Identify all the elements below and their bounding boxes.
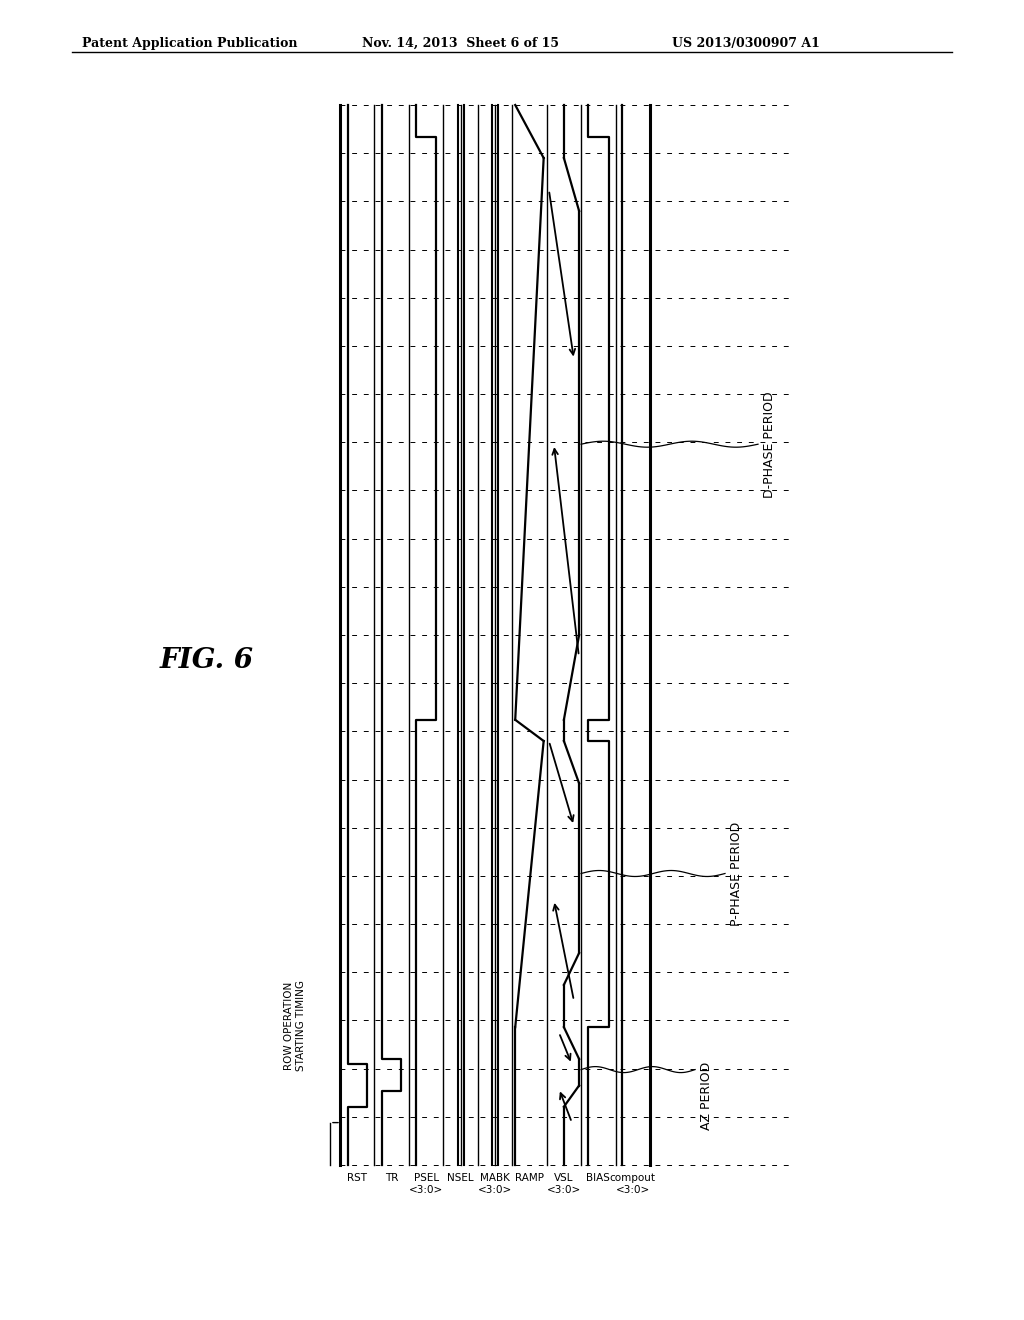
Text: P-PHASE PERIOD: P-PHASE PERIOD: [730, 821, 743, 925]
Text: ROW OPERATION
STARTING TIMING: ROW OPERATION STARTING TIMING: [285, 979, 306, 1071]
Text: compout
<3:0>: compout <3:0>: [609, 1173, 655, 1195]
Text: BIAS: BIAS: [587, 1173, 610, 1183]
Text: US 2013/0300907 A1: US 2013/0300907 A1: [672, 37, 820, 50]
Text: D-PHASE PERIOD: D-PHASE PERIOD: [763, 391, 776, 498]
Text: Patent Application Publication: Patent Application Publication: [82, 37, 298, 50]
Text: FIG. 6: FIG. 6: [160, 647, 254, 673]
Text: RST: RST: [347, 1173, 368, 1183]
Text: MABK
<3:0>: MABK <3:0>: [478, 1173, 512, 1195]
Text: VSL
<3:0>: VSL <3:0>: [547, 1173, 581, 1195]
Text: PSEL
<3:0>: PSEL <3:0>: [409, 1173, 443, 1195]
Text: Nov. 14, 2013  Sheet 6 of 15: Nov. 14, 2013 Sheet 6 of 15: [362, 37, 559, 50]
Text: RAMP: RAMP: [515, 1173, 544, 1183]
Text: TR: TR: [385, 1173, 398, 1183]
Text: AZ PERIOD: AZ PERIOD: [700, 1063, 713, 1130]
Text: NSEL: NSEL: [447, 1173, 474, 1183]
